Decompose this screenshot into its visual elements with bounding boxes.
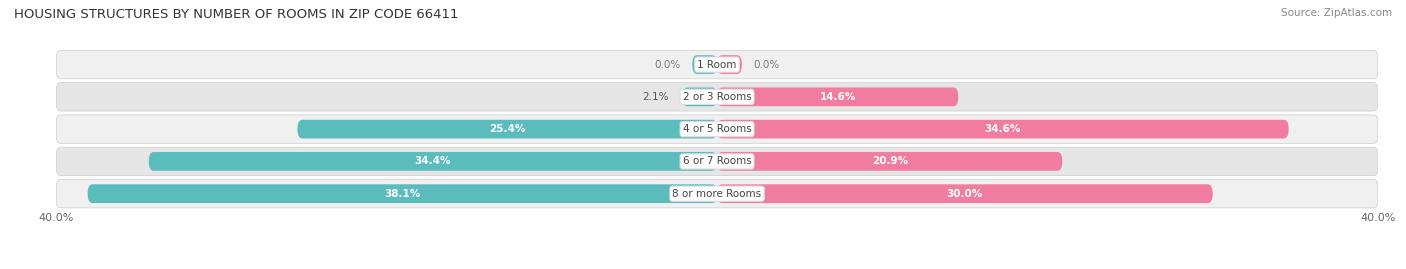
Text: 30.0%: 30.0% — [946, 189, 983, 199]
Text: 2.1%: 2.1% — [643, 92, 669, 102]
Text: 1 Room: 1 Room — [697, 59, 737, 70]
Text: 14.6%: 14.6% — [820, 92, 856, 102]
Text: 2 or 3 Rooms: 2 or 3 Rooms — [683, 92, 751, 102]
FancyBboxPatch shape — [56, 83, 1378, 111]
FancyBboxPatch shape — [717, 120, 1289, 139]
Text: HOUSING STRUCTURES BY NUMBER OF ROOMS IN ZIP CODE 66411: HOUSING STRUCTURES BY NUMBER OF ROOMS IN… — [14, 8, 458, 21]
Text: 4 or 5 Rooms: 4 or 5 Rooms — [683, 124, 751, 134]
FancyBboxPatch shape — [298, 120, 717, 139]
Text: 0.0%: 0.0% — [754, 59, 780, 70]
Text: Source: ZipAtlas.com: Source: ZipAtlas.com — [1281, 8, 1392, 18]
FancyBboxPatch shape — [56, 147, 1378, 176]
FancyBboxPatch shape — [87, 184, 717, 203]
Text: 25.4%: 25.4% — [489, 124, 526, 134]
FancyBboxPatch shape — [717, 87, 959, 106]
FancyBboxPatch shape — [56, 179, 1378, 208]
Text: 34.4%: 34.4% — [415, 156, 451, 167]
FancyBboxPatch shape — [56, 115, 1378, 143]
FancyBboxPatch shape — [717, 55, 742, 74]
FancyBboxPatch shape — [717, 184, 1212, 203]
FancyBboxPatch shape — [149, 152, 717, 171]
Text: 20.9%: 20.9% — [872, 156, 908, 167]
FancyBboxPatch shape — [682, 87, 717, 106]
FancyBboxPatch shape — [56, 50, 1378, 79]
Text: 34.6%: 34.6% — [984, 124, 1021, 134]
FancyBboxPatch shape — [692, 55, 717, 74]
FancyBboxPatch shape — [717, 152, 1063, 171]
Text: 8 or more Rooms: 8 or more Rooms — [672, 189, 762, 199]
Text: 38.1%: 38.1% — [384, 189, 420, 199]
Text: 0.0%: 0.0% — [654, 59, 681, 70]
Text: 6 or 7 Rooms: 6 or 7 Rooms — [683, 156, 751, 167]
